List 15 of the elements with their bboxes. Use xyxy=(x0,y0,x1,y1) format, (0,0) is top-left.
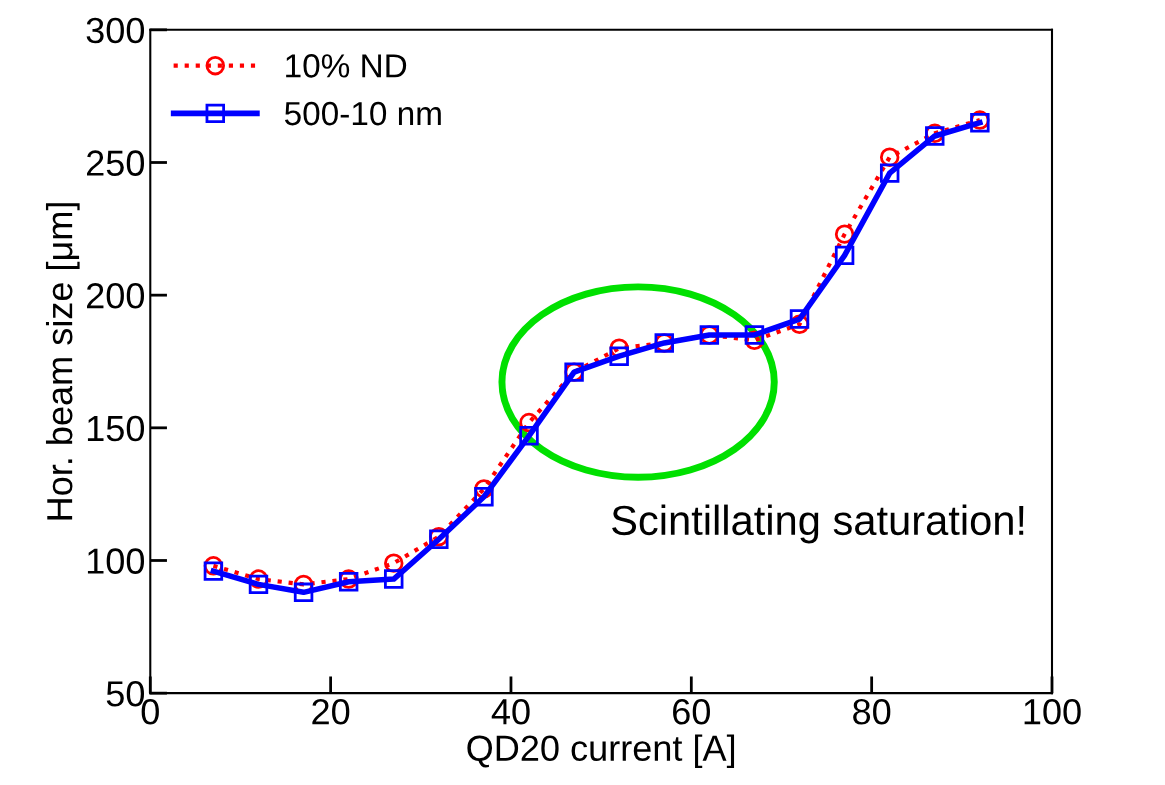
legend-label: 500-10 nm xyxy=(284,101,441,126)
x-tick-label: 20 xyxy=(312,698,350,725)
y-axis-title: Hor. beam size [μm] xyxy=(45,203,80,520)
legend-label: 10% ND xyxy=(286,54,407,78)
annotation: Scintillating saturation! xyxy=(612,504,1024,544)
x-tick-label: 60 xyxy=(673,698,710,725)
y-tick-label: 300 xyxy=(86,17,145,44)
x-tick-label: 40 xyxy=(491,698,530,725)
x-tick-label: 100 xyxy=(1024,698,1081,725)
y-tick-label: 200 xyxy=(87,283,145,309)
y-tick-label: 100 xyxy=(87,548,145,574)
y-tick-label: 150 xyxy=(87,415,145,442)
x-tick-label: 80 xyxy=(853,698,891,725)
y-tick-label: 250 xyxy=(87,150,145,176)
x-axis-title: QD20 current [A] xyxy=(467,734,735,769)
